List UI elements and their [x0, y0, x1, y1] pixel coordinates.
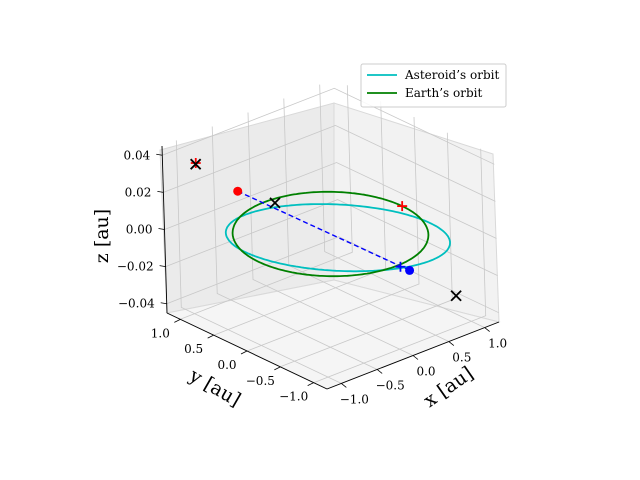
y-tick-label: −0.5	[246, 374, 275, 388]
plus-marker	[395, 261, 406, 272]
grid-line-y	[213, 101, 387, 336]
x-tick-label: 0.0	[416, 365, 435, 379]
plus-marker	[397, 201, 408, 212]
grid-line-z	[164, 162, 497, 239]
x-marker	[450, 290, 462, 302]
back-pane-y	[159, 102, 335, 314]
z-tick-label: 0.02	[125, 185, 152, 199]
legend-label-asteroid-orbit: Asteroid’s orbit	[404, 68, 499, 82]
grid-line-x	[175, 140, 342, 384]
z-tick-label: 0.00	[126, 223, 153, 237]
y-tick-mark	[240, 350, 248, 355]
legend-box	[360, 63, 507, 108]
x-tick-mark	[341, 383, 347, 388]
grid-line-z	[163, 124, 496, 202]
axis-panes	[159, 102, 501, 390]
x-marker	[190, 158, 202, 170]
y-tick-mark	[174, 318, 181, 323]
legend-label-earth-orbit: Earth’s orbit	[405, 86, 482, 100]
grid-line-x	[247, 112, 414, 356]
y-tick-mark	[307, 382, 314, 387]
y-tick-mark	[207, 334, 214, 339]
grid-line-y	[313, 148, 487, 384]
x-tick-label: 1.0	[488, 337, 507, 351]
grid-line-z	[165, 199, 498, 276]
x-tick-label: 0.5	[452, 351, 471, 365]
x-marker	[269, 197, 281, 209]
x-tick-mark	[412, 355, 419, 360]
grid-line-x	[319, 84, 485, 328]
z-tick-label: 0.04	[124, 148, 151, 162]
x-tick-label: −1.0	[340, 392, 369, 406]
grid-line-y	[246, 116, 420, 352]
z-tick-label: −0.02	[117, 260, 154, 274]
x-tick-mark	[484, 327, 490, 332]
z-axis-label: z [au]	[91, 209, 113, 263]
y-tick-label: 0.5	[184, 342, 203, 356]
data-markers	[190, 158, 462, 302]
tick-labels: −1.0 −0.5 0.0 0.5 1.0 −1.0 −0.5 0.0 0.5 1.0 −0.04 −…	[117, 148, 507, 406]
z-tick-mark	[159, 265, 166, 268]
x-tick-label: −0.5	[376, 378, 405, 392]
y-tick-label: −1.0	[279, 390, 308, 404]
y-tick-label: 1.0	[151, 326, 170, 340]
z-tick-mark	[157, 190, 164, 193]
z-tick-mark	[158, 228, 165, 230]
grid-line-y	[180, 85, 353, 320]
earth-orbit-line	[231, 190, 430, 278]
dot-marker	[233, 186, 243, 196]
x-marker-b	[269, 197, 281, 209]
x-marker-b	[450, 290, 462, 302]
legend: Asteroid’s orbit Earth’s orbit	[360, 63, 507, 108]
x-tick-mark	[448, 341, 455, 346]
x-tick-mark	[376, 369, 383, 374]
z-tick-mark	[156, 153, 163, 156]
grid-line-z	[166, 236, 499, 314]
dot-marker	[405, 265, 415, 275]
grid-line-x	[211, 126, 378, 370]
y-tick-label: 0.0	[217, 358, 236, 372]
z-tick-mark	[160, 302, 167, 305]
grid-line-z	[162, 87, 495, 165]
z-tick-label: −0.04	[118, 297, 155, 311]
y-tick-mark	[274, 366, 281, 371]
x-marker-b	[190, 158, 202, 170]
